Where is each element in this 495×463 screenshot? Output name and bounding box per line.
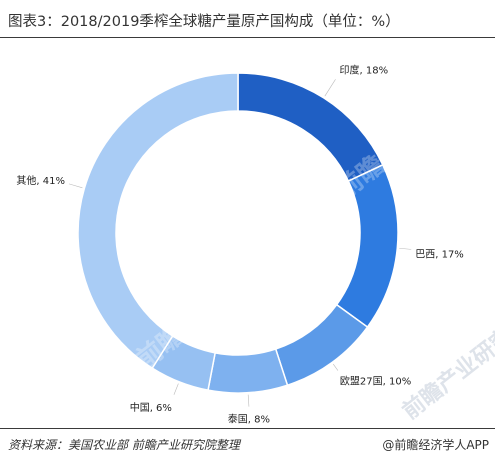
slice-label-4: 中国, 6% <box>130 401 172 414</box>
leader-line-3 <box>247 394 250 407</box>
leader-lines <box>68 79 412 407</box>
leader-line-5 <box>68 183 83 189</box>
credit-note: @前瞻经济学人APP <box>382 438 489 452</box>
slice-label-3: 泰国, 8% <box>228 413 270 426</box>
donut-slices <box>77 72 399 394</box>
slice-label-1: 巴西, 17% <box>415 248 464 260</box>
source-note: 资料来源：美国农业部 前瞻产业研究院整理 <box>8 438 240 452</box>
leader-line-4 <box>173 383 179 395</box>
slice-3 <box>207 348 289 394</box>
slice-labels: 印度, 18% 巴西, 17% 欧盟27国, 10% 泰国, 8% 中国, 6% 其他, … <box>16 63 463 425</box>
slice-label-2: 欧盟27国, 10% <box>340 376 411 388</box>
leader-line-2 <box>332 363 339 371</box>
leader-line-1 <box>399 247 412 250</box>
chart-title: 图表3：2018/2019季榨全球糖产量原产国构成（单位：%） <box>8 14 400 30</box>
footer-divider <box>0 428 495 429</box>
slice-5 <box>77 72 239 370</box>
donut-chart: 印度, 18% 巴西, 17% 欧盟27国, 10% 泰国, 8% 中国, 6% 其他, … <box>16 63 495 425</box>
slice-label-0: 印度, 18% <box>340 63 389 76</box>
slice-2 <box>274 303 369 387</box>
title-divider <box>0 37 495 38</box>
watermark-bottom-right: 前瞻产业研究院 <box>398 309 495 424</box>
slice-label-5: 其他, 41% <box>16 174 65 187</box>
leader-line-0 <box>324 79 336 97</box>
